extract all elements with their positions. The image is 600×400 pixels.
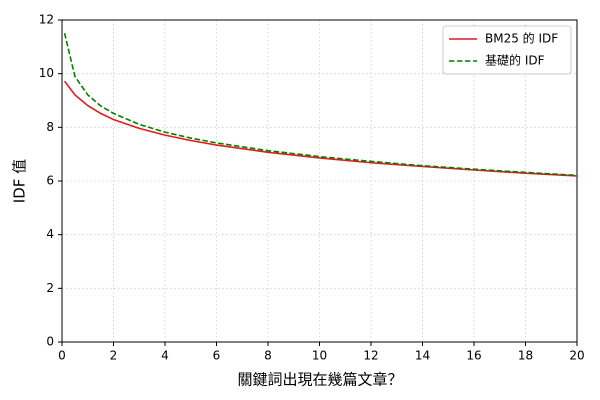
x-tick-label: 16 [466,349,481,363]
x-tick-label: 10 [312,349,327,363]
x-tick-label: 12 [363,349,378,363]
y-tick-label: 4 [46,227,54,241]
legend-label: 基礎的 IDF [485,53,545,68]
x-tick-label: 6 [213,349,221,363]
plot-frame [61,19,578,343]
y-tick-label: 6 [46,174,54,188]
y-tick-label: 10 [39,66,54,80]
x-tick-label: 14 [415,349,430,363]
legend-box [442,25,572,75]
x-tick-label: 0 [58,349,66,363]
data-line [63,32,578,177]
y-tick-label: 8 [46,120,54,134]
y-tick-label: 0 [46,335,54,349]
data-line [63,80,578,177]
x-axis-label: 關鍵詞出現在幾篇文章？ [237,371,402,389]
y-tick-label: 2 [46,281,54,295]
x-tick-label: 4 [161,349,169,363]
x-tick-label: 20 [569,349,584,363]
y-axis-label: IDF 值 [11,159,29,203]
x-tick-label: 18 [518,349,533,363]
x-tick-label: 8 [264,349,272,363]
x-tick-label: 2 [110,349,118,363]
y-tick-label: 12 [39,13,54,27]
legend-label: BM25 的 IDF [485,31,558,46]
